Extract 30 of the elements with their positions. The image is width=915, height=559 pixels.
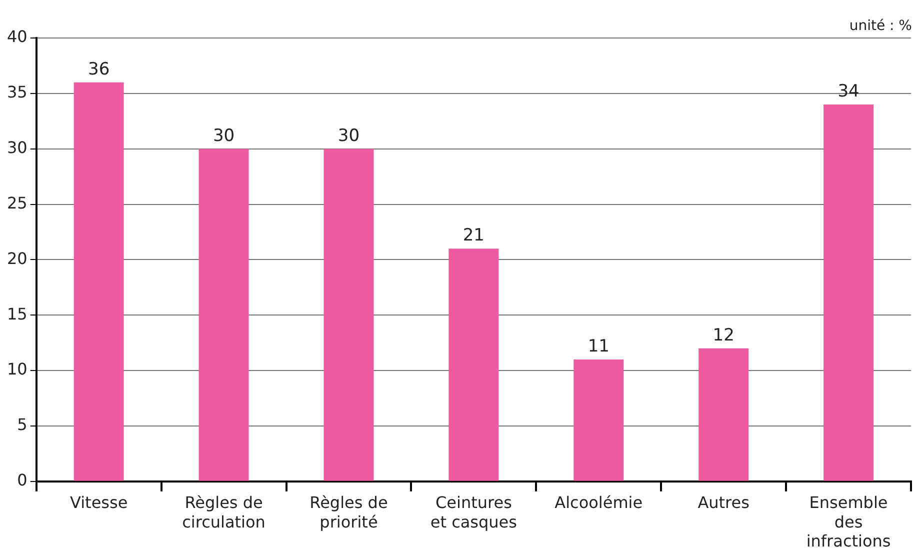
- x-tick-label: Vitesse: [70, 493, 128, 512]
- y-tick-label: 35: [7, 82, 28, 102]
- data-label: 11: [588, 336, 610, 356]
- x-tick-label: Autres: [698, 493, 750, 512]
- data-label: 36: [88, 59, 110, 80]
- bar: [448, 248, 499, 481]
- data-label: 21: [462, 226, 484, 246]
- bar: [574, 359, 624, 481]
- x-tick-label: Règles de priorité: [310, 493, 388, 532]
- data-label: 30: [212, 126, 235, 146]
- y-tick-label: 25: [7, 193, 28, 212]
- bar: [74, 82, 124, 481]
- bar: [824, 104, 874, 481]
- bar: [198, 148, 249, 481]
- y-tick-label: 15: [7, 304, 28, 324]
- data-label: 12: [712, 325, 734, 346]
- y-tick-label: 5: [17, 415, 28, 434]
- y-tick-label: 20: [7, 248, 28, 268]
- bar: [698, 348, 749, 481]
- text: unité : %: [849, 18, 912, 34]
- y-tick-label: 30: [7, 138, 28, 158]
- x-tick-label: Ensemble des infractions: [806, 493, 891, 551]
- data-label: 30: [338, 126, 360, 146]
- x-tick-label: Alcoolémie: [554, 493, 643, 512]
- x-tick-label: Règles de circulation: [182, 493, 266, 532]
- y-tick-label: 10: [7, 360, 28, 379]
- y-tick-label: 40: [7, 27, 28, 46]
- x-tick-label: Ceintures et casques: [430, 493, 517, 532]
- y-tick-label: 0: [17, 470, 28, 490]
- bar: [324, 148, 374, 481]
